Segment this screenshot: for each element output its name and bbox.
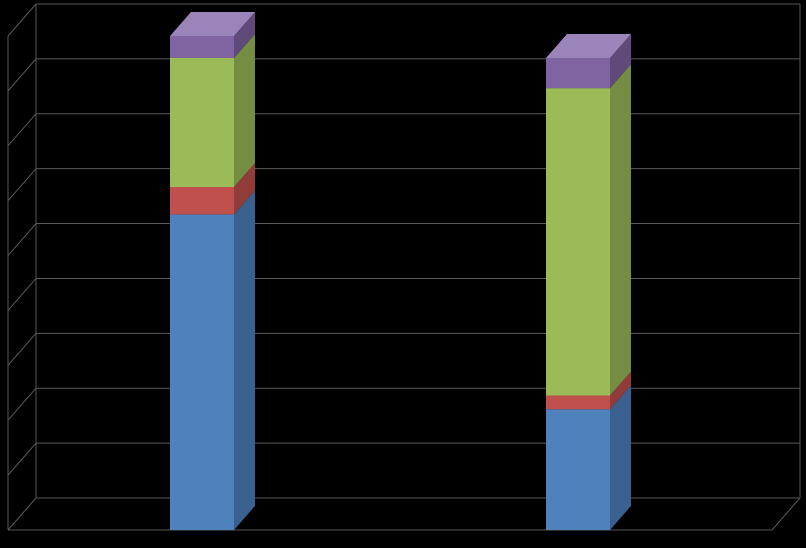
- chart-canvas: [0, 0, 806, 543]
- stacked-bar-3d-chart: [0, 0, 806, 543]
